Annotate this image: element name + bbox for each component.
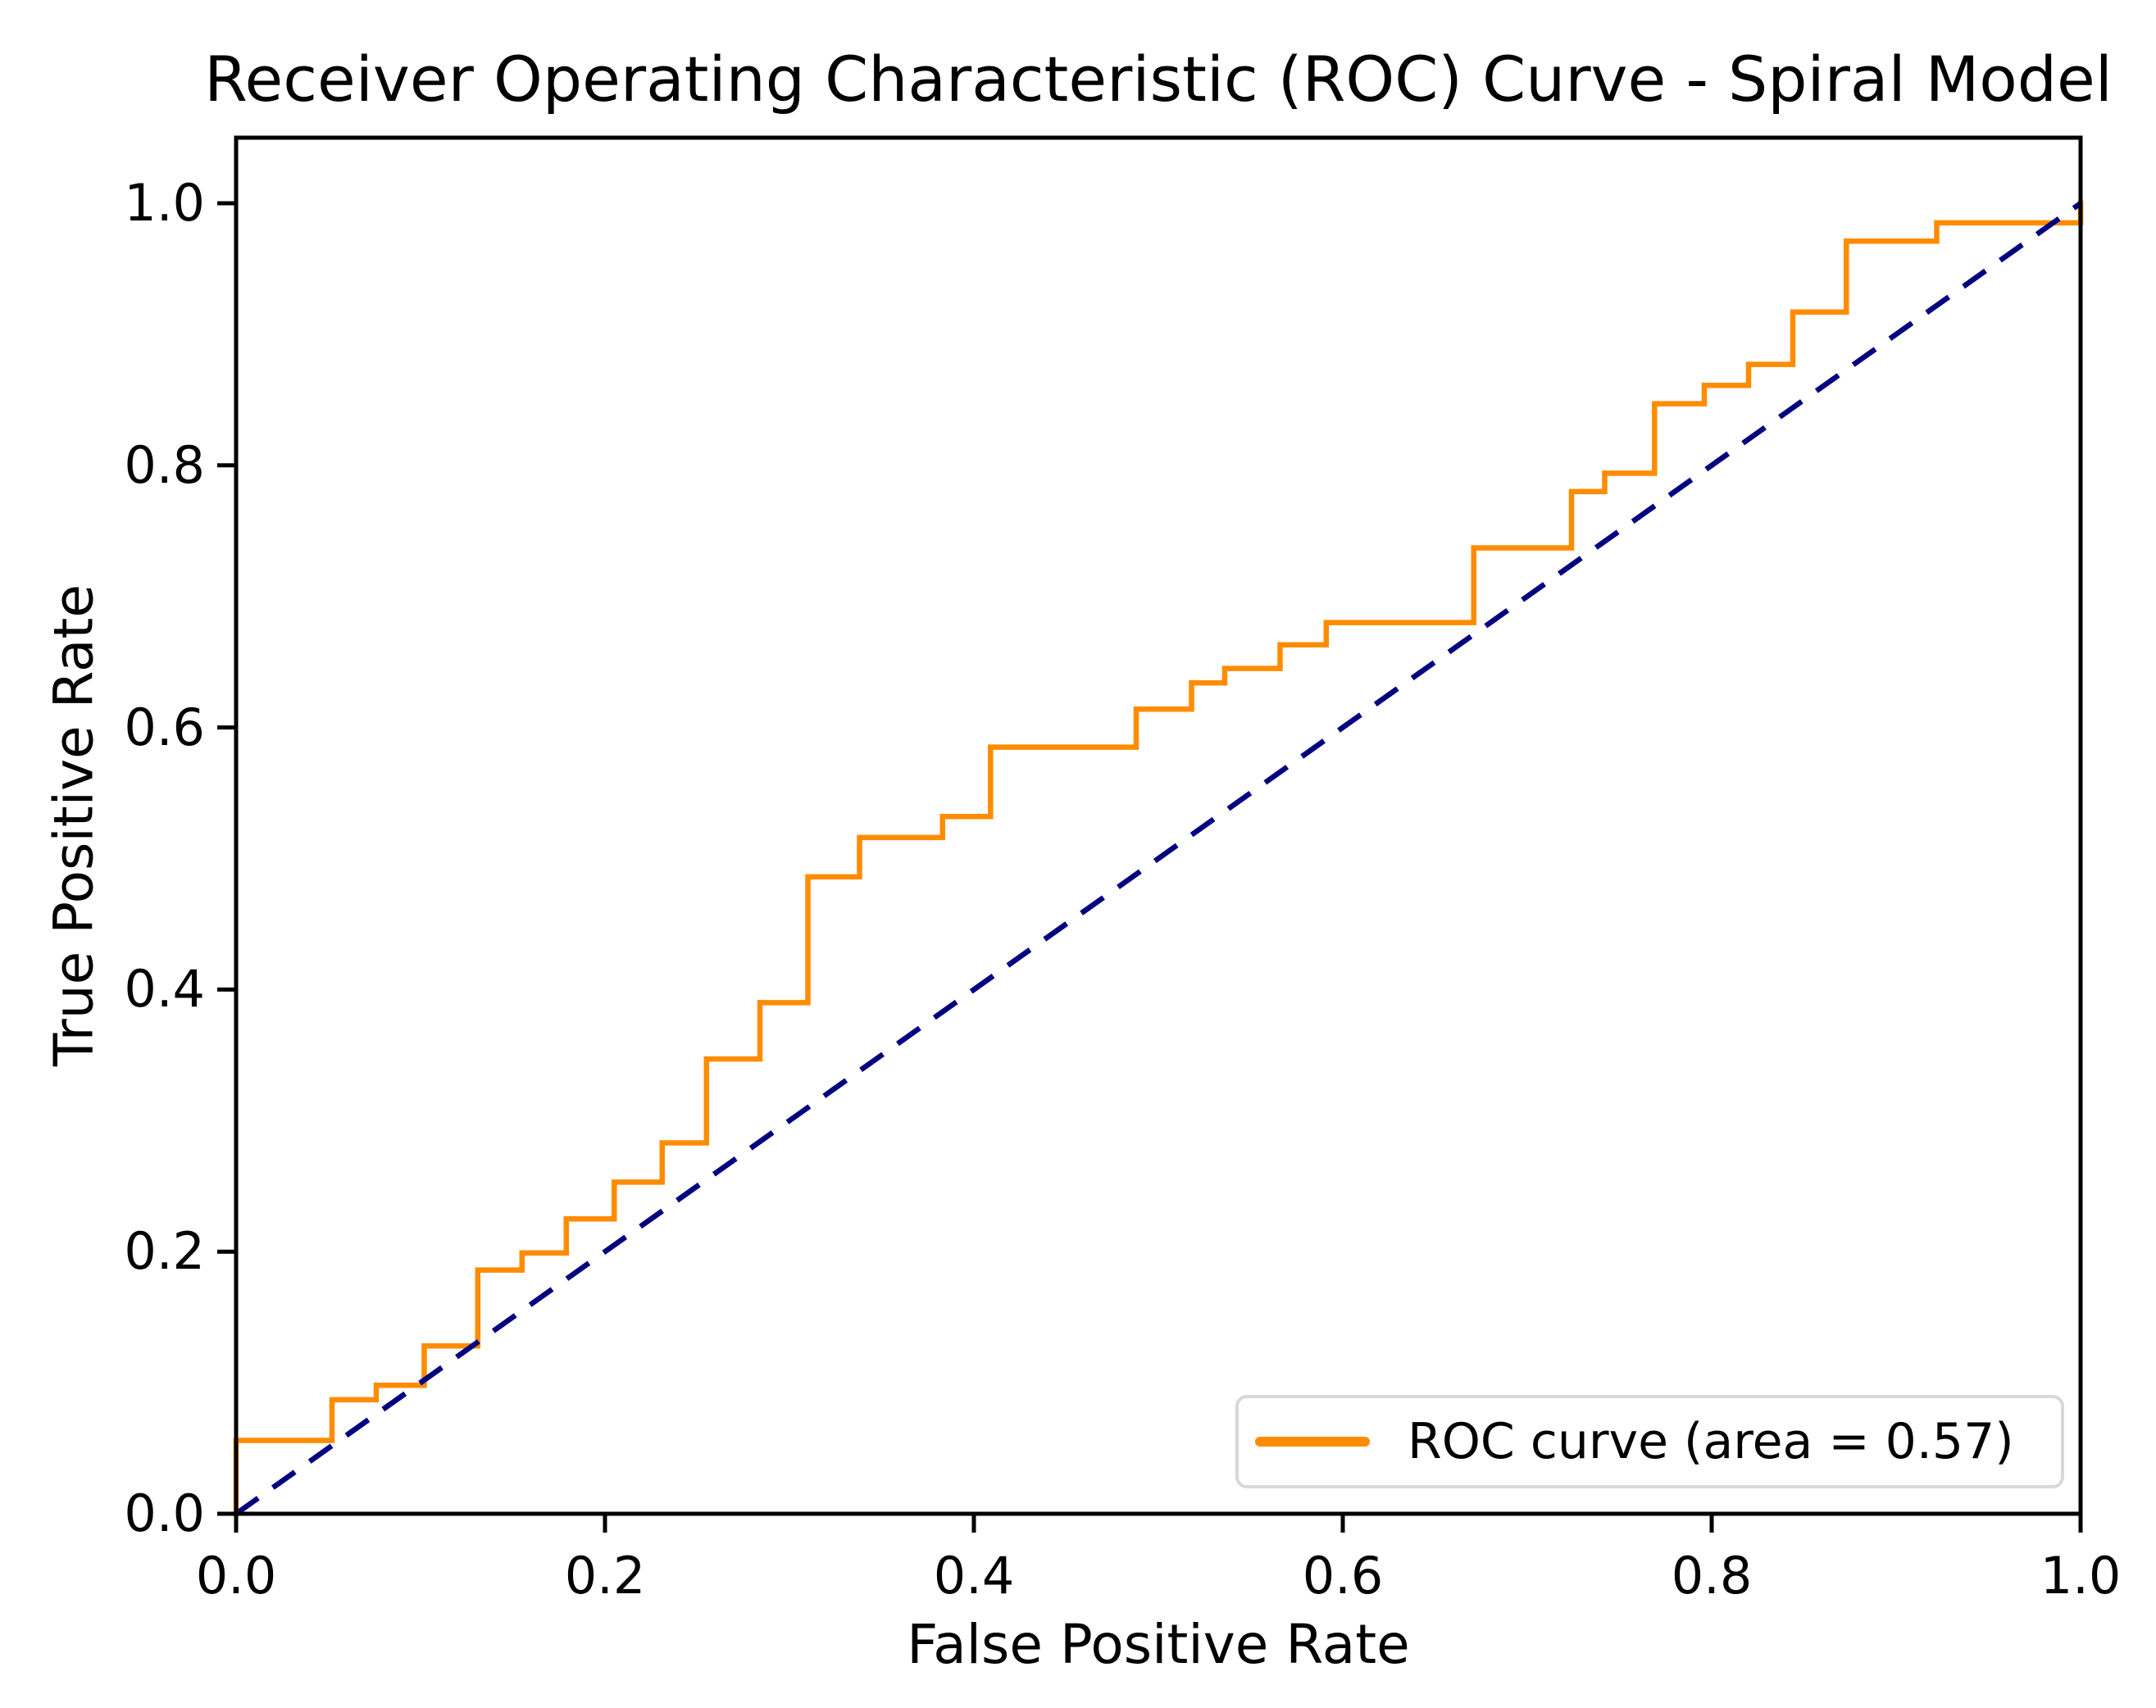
y-tick-label: 0.8 xyxy=(124,434,205,495)
x-tick-label: 0.8 xyxy=(1671,1546,1753,1606)
x-axis-label: False Positive Rate xyxy=(907,1613,1410,1676)
x-axis-ticks xyxy=(234,1514,2083,1533)
roc-curve-line xyxy=(233,200,2084,1517)
legend: ROC curve (area = 0.57) xyxy=(1235,1395,2064,1488)
y-tick-label: 0.0 xyxy=(124,1483,205,1543)
chart-title: Receiver Operating Characteristic (ROC) … xyxy=(204,43,2113,116)
y-axis-ticks xyxy=(217,201,236,1516)
plot-frame xyxy=(234,135,2083,1516)
roc-curve-legend-label: ROC curve (area = 0.57) xyxy=(1408,1413,2014,1470)
x-tick-label: 0.2 xyxy=(564,1546,646,1606)
roc-curve-legend-swatch xyxy=(1255,1437,1370,1447)
x-tick-label: 1.0 xyxy=(2040,1546,2122,1606)
y-tick-label: 0.6 xyxy=(124,697,205,757)
x-tick-label: 0.6 xyxy=(1302,1546,1384,1606)
x-tick-label: 0.0 xyxy=(195,1546,277,1606)
x-tick-label: 0.4 xyxy=(933,1546,1015,1606)
y-tick-label: 0.2 xyxy=(124,1221,205,1282)
y-tick-label: 1.0 xyxy=(124,172,205,233)
chance-diagonal-line xyxy=(234,201,2082,1516)
y-tick-label: 0.4 xyxy=(124,959,205,1020)
